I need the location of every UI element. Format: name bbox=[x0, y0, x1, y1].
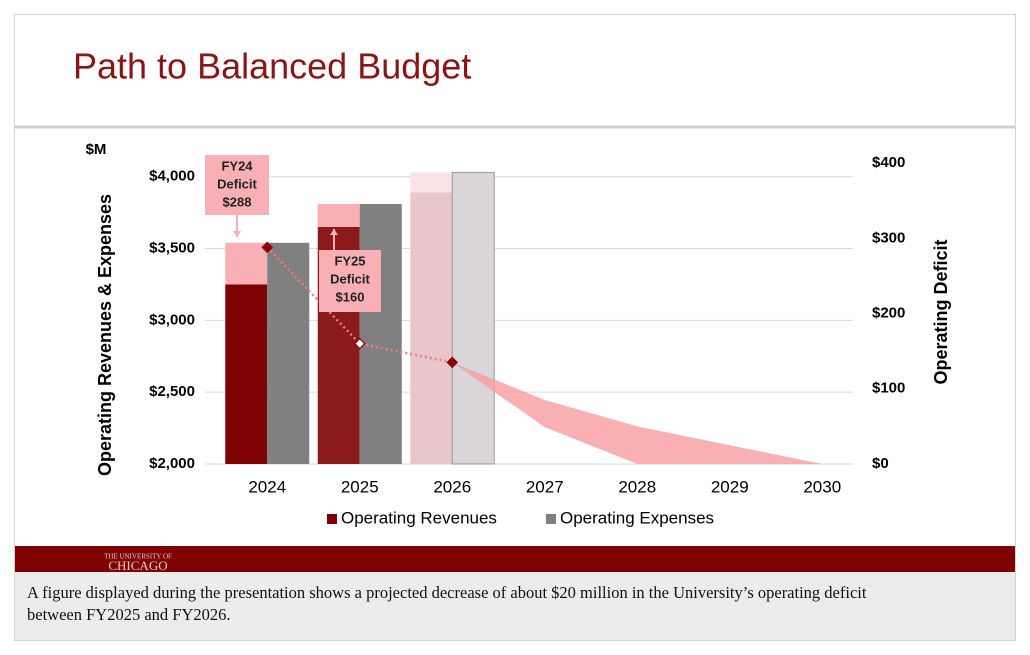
logo-line: CHICAGO bbox=[108, 558, 167, 572]
y-axis-title: Operating Revenues & Expenses bbox=[95, 194, 115, 476]
legend-label: Operating Revenues bbox=[341, 508, 497, 527]
deficit-line bbox=[266, 246, 453, 364]
x-tick-label: 2029 bbox=[711, 477, 749, 496]
y2-tick-label: $400 bbox=[872, 154, 905, 171]
y2-tick-label: $200 bbox=[872, 304, 905, 321]
annotation-text: $288 bbox=[223, 194, 252, 209]
annotation-box bbox=[205, 155, 269, 215]
legend-swatch bbox=[546, 514, 556, 524]
y2-tick-label: $0 bbox=[872, 455, 889, 472]
x-tick-label: 2030 bbox=[803, 477, 841, 496]
expense-bar bbox=[267, 242, 310, 464]
revenue-bar bbox=[225, 284, 268, 464]
y-tick-label: $2,000 bbox=[149, 455, 195, 472]
chart: Path to Balanced Budget $M Operating Rev… bbox=[15, 46, 1015, 572]
deficit-point bbox=[446, 356, 459, 369]
y2-axis-title: Operating Deficit bbox=[931, 239, 951, 384]
annotation-text: FY25 bbox=[334, 253, 365, 268]
caption-line: between FY2025 and FY2026. bbox=[27, 605, 231, 624]
unit-label: $M bbox=[86, 141, 107, 158]
x-tick-label: 2026 bbox=[433, 477, 471, 496]
y-tick-label: $2,500 bbox=[149, 383, 195, 400]
annotation-box bbox=[319, 250, 381, 312]
caption-line: A figure displayed during the presentati… bbox=[27, 583, 867, 602]
annotation-text: Deficit bbox=[330, 271, 370, 286]
deficit-segment bbox=[225, 242, 268, 285]
y-tick-label: $3,500 bbox=[149, 240, 195, 257]
logo-line: THE UNIVERSITY OF bbox=[104, 553, 172, 561]
chart-title: Path to Balanced Budget bbox=[73, 46, 471, 87]
slide-frame bbox=[14, 14, 1016, 641]
legend-swatch bbox=[327, 514, 337, 524]
annotation-text: FY24 bbox=[221, 158, 253, 173]
deficit-point bbox=[261, 241, 274, 254]
annotation-text: $160 bbox=[336, 289, 365, 304]
expense-bar bbox=[451, 171, 495, 465]
y2-tick-label: $100 bbox=[872, 380, 905, 397]
caption: A figure displayed during the presentati… bbox=[15, 572, 1015, 640]
x-tick-label: 2028 bbox=[618, 477, 656, 496]
arrow-head bbox=[330, 229, 338, 235]
annotation-text: Deficit bbox=[217, 176, 257, 191]
x-tick-label: 2024 bbox=[248, 477, 286, 496]
y-tick-label: $4,000 bbox=[149, 168, 195, 185]
deficit-segment bbox=[317, 204, 360, 227]
footer-bar bbox=[15, 546, 1015, 572]
deficit-segment bbox=[410, 172, 453, 193]
x-tick-label: 2027 bbox=[526, 477, 564, 496]
y2-tick-label: $300 bbox=[872, 229, 905, 246]
x-tick-label: 2025 bbox=[341, 477, 379, 496]
projection-band bbox=[452, 362, 823, 464]
revenue-bar bbox=[410, 192, 453, 464]
deficit-point bbox=[353, 337, 366, 350]
expense-bar bbox=[359, 204, 402, 464]
legend-label: Operating Expenses bbox=[560, 508, 714, 527]
arrow-head bbox=[233, 231, 241, 237]
y-tick-label: $3,000 bbox=[149, 311, 195, 328]
